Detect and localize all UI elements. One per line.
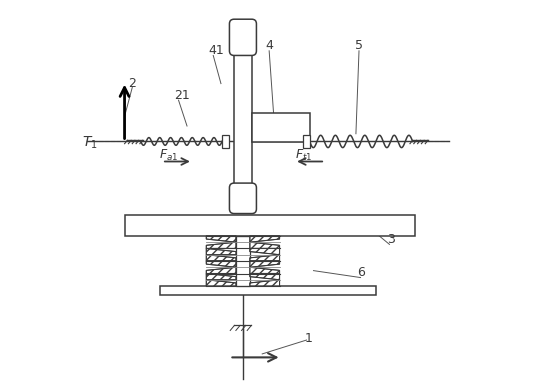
Text: 5: 5 — [355, 39, 363, 51]
Polygon shape — [250, 274, 280, 286]
FancyBboxPatch shape — [229, 19, 256, 55]
Polygon shape — [206, 248, 236, 261]
Polygon shape — [250, 248, 280, 261]
Text: $T_1$: $T_1$ — [82, 134, 98, 151]
Text: 1: 1 — [304, 332, 312, 344]
Bar — [234, 26, 252, 201]
Bar — [303, 135, 310, 148]
Bar — [125, 215, 414, 236]
Bar — [236, 236, 250, 286]
Text: 2: 2 — [129, 77, 136, 90]
Text: 3: 3 — [387, 233, 394, 246]
FancyBboxPatch shape — [229, 183, 256, 214]
Text: 6: 6 — [356, 266, 364, 279]
Text: $F_{a1}$: $F_{a1}$ — [159, 148, 178, 163]
Text: 4: 4 — [265, 39, 273, 51]
Polygon shape — [206, 261, 236, 274]
Bar — [160, 286, 376, 295]
Text: 21: 21 — [174, 89, 190, 102]
Polygon shape — [250, 236, 280, 248]
Bar — [222, 135, 229, 148]
Polygon shape — [250, 261, 280, 274]
Polygon shape — [206, 236, 236, 248]
Text: 41: 41 — [208, 44, 224, 57]
Polygon shape — [206, 274, 236, 286]
Text: $F_{t1}$: $F_{t1}$ — [295, 148, 312, 163]
Bar — [252, 113, 310, 142]
